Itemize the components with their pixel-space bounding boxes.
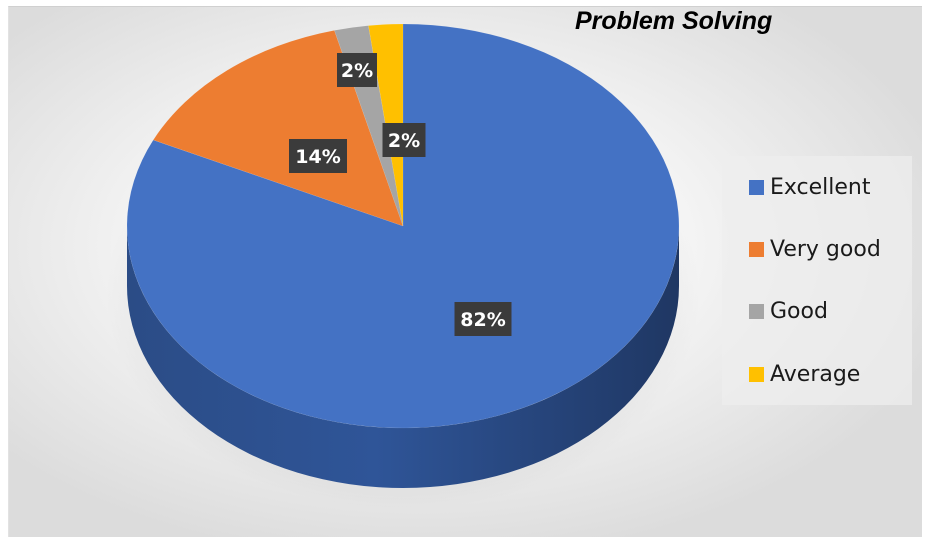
legend-item-very-good: Very good <box>749 234 881 264</box>
data-label-very-good: 14% <box>289 139 347 173</box>
data-label-text: 14% <box>295 146 340 168</box>
data-label-text: 2% <box>388 130 420 152</box>
pie-slice-excellent <box>126 23 680 429</box>
data-label-box <box>337 53 377 87</box>
legend-item-average: Average <box>749 359 860 389</box>
data-label-good: 2% <box>337 53 377 87</box>
legend-swatch <box>749 303 764 319</box>
data-label-box <box>382 123 426 157</box>
data-label-average: 2% <box>382 123 426 157</box>
legend-label: Very good <box>770 236 881 262</box>
data-label-box <box>454 302 512 336</box>
legend: Excellent Very good Good Average <box>722 156 912 405</box>
legend-item-excellent: Excellent <box>749 172 871 202</box>
legend-swatch <box>749 179 764 195</box>
legend-swatch <box>749 241 764 257</box>
legend-item-good: Good <box>749 296 828 326</box>
data-label-excellent: 82% <box>454 302 512 336</box>
data-label-box <box>289 139 347 173</box>
chart-title: Problem Solving <box>575 7 773 35</box>
pie-side-excellent <box>127 226 679 488</box>
legend-label: Excellent <box>770 174 871 200</box>
legend-label: Average <box>770 361 861 387</box>
legend-label: Good <box>770 298 828 324</box>
legend-swatch <box>749 366 764 382</box>
data-label-text: 82% <box>460 309 505 331</box>
data-label-text: 2% <box>341 60 373 82</box>
